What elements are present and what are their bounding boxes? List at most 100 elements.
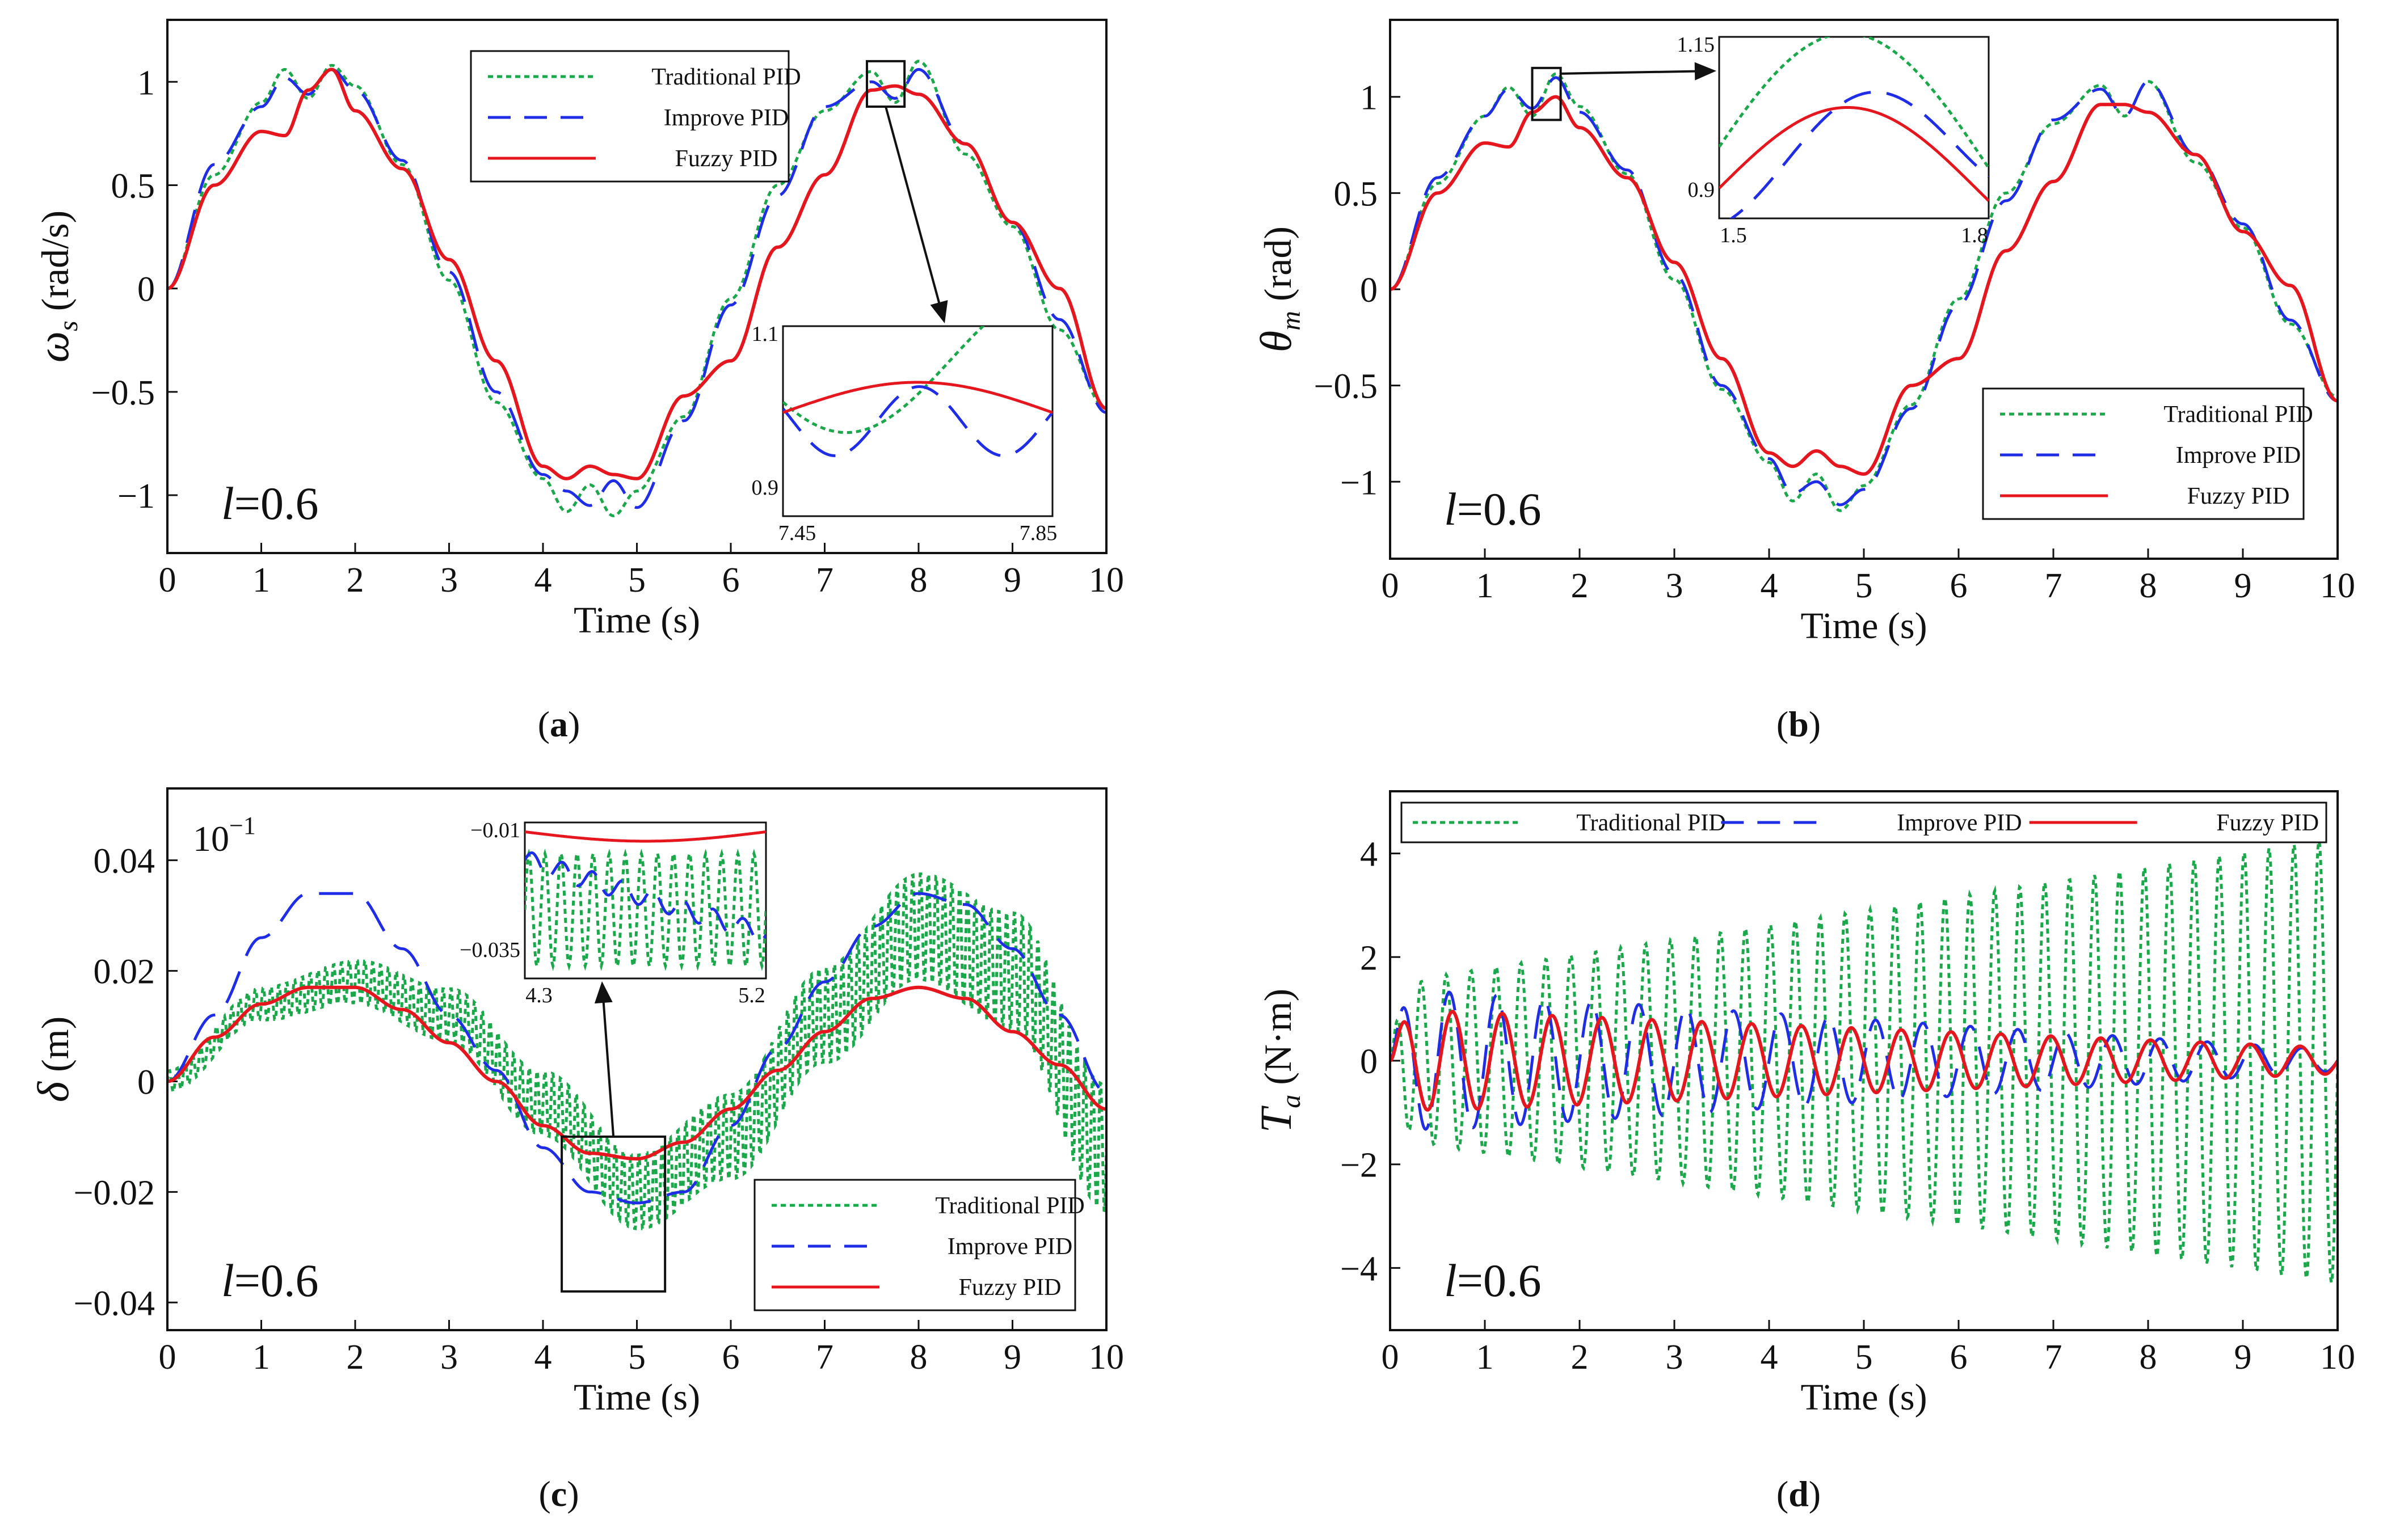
y-tick-label: 0.02 <box>94 953 155 991</box>
x-tick-label: 10 <box>2320 567 2355 605</box>
caption: (d) <box>1776 1474 1821 1514</box>
series-fuzzy-pid <box>1390 95 2338 476</box>
series-improve-pid <box>167 892 1106 1205</box>
x-axis-label: Time (s) <box>1800 605 1927 647</box>
legend-box <box>470 50 790 183</box>
x-axis-label: Time (s) <box>1800 1377 1927 1418</box>
x-tick-label: 2 <box>1571 1338 1589 1377</box>
caption: (c) <box>538 1474 579 1514</box>
y-tick-label: −2 <box>1340 1146 1378 1185</box>
x-tick-label: 9 <box>1004 1338 1021 1377</box>
zoom-arrowhead <box>1694 62 1716 81</box>
x-tick-label: 10 <box>1089 561 1124 600</box>
legend-label: Traditional PID <box>935 1193 1084 1219</box>
x-tick-label: 5 <box>628 561 646 600</box>
series-traditional-pid <box>1390 72 2338 512</box>
legend-label: Fuzzy PID <box>675 146 778 172</box>
y-tick-label: 0 <box>1360 1043 1378 1081</box>
inset-series-fuzzy-pid <box>1719 106 1989 202</box>
x-tick-label: 3 <box>440 1338 458 1377</box>
legend-label: Improve PID <box>2176 442 2301 469</box>
zoom-box <box>561 1135 667 1293</box>
x-tick-label: 2 <box>347 1338 364 1377</box>
legend-label: Improve PID <box>664 105 789 131</box>
x-tick-label: 9 <box>2234 567 2252 605</box>
annotation: l=0.6 <box>1444 1255 1542 1306</box>
inset: 4.3 5.2 −0.01 −0.035 <box>460 818 767 1293</box>
inset-y-tick-label: 1.1 <box>752 322 779 346</box>
y-exponent: 10−1 <box>193 812 256 859</box>
x-tick-label: 3 <box>440 561 458 600</box>
inset-series-traditional-pid <box>525 849 766 971</box>
x-tick-label: 0 <box>159 561 176 600</box>
x-tick-label: 4 <box>534 1338 552 1377</box>
x-tick-label: 10 <box>2320 1338 2355 1377</box>
inset-series-traditional-pid <box>1719 37 1989 169</box>
panel-b: 0 1 2 3 4 5 6 7 8 9 10 1 0.5 0 −0.5 −1 Time (s) θm (rad) l… <box>1251 19 2355 744</box>
y-axis-label: Ta (N·m) <box>1251 989 1306 1133</box>
series-improve-pid <box>1390 76 2338 507</box>
x-tick-label: 0 <box>1382 1338 1399 1377</box>
x-tick-label: 0 <box>159 1338 176 1377</box>
legend: Traditional PID Improve PID Fuzzy PID <box>470 50 801 183</box>
x-tick-label: 2 <box>1571 567 1589 605</box>
x-tick-label: 8 <box>910 1338 928 1377</box>
inset-series-fuzzy-pid <box>783 381 1052 414</box>
zoom-arrow <box>602 998 615 1137</box>
y-tick-label: 1 <box>137 64 155 102</box>
annotation: l=0.6 <box>221 1255 319 1306</box>
legend-label: Improve PID <box>1897 810 2022 836</box>
y-tick-label: 0 <box>137 271 155 309</box>
caption: (b) <box>1776 704 1821 744</box>
inset-series-improve-pid <box>525 851 766 943</box>
x-tick-label: 1 <box>1476 1338 1494 1377</box>
legend: Traditional PID Improve PID Fuzzy PID <box>753 1179 1085 1311</box>
x-axis-label: Time (s) <box>574 1377 700 1418</box>
legend-label: Improve PID <box>948 1234 1072 1260</box>
y-tick-label: 1 <box>1360 79 1378 117</box>
x-tick-label: 4 <box>1761 1338 1778 1377</box>
series-fuzzy-pid <box>167 985 1106 1161</box>
plot-area <box>1390 836 2338 1283</box>
inset: 7.45 7.85 1.1 0.9 <box>752 60 1058 545</box>
inset-series-improve-pid <box>1729 90 1989 218</box>
series-fuzzy-pid <box>167 67 1106 480</box>
inset-x-tick-label: 1.8 <box>1961 223 1988 247</box>
axes-frame <box>166 787 1108 1331</box>
x-tick-label: 7 <box>816 1338 833 1377</box>
y-tick-label: −4 <box>1340 1250 1378 1288</box>
axes-frame <box>1389 19 2339 560</box>
y-tick-label: −0.5 <box>91 374 155 412</box>
x-tick-label: 1 <box>252 1338 270 1377</box>
inset-series-traditional-pid <box>783 326 986 434</box>
zoom-arrow <box>885 106 942 307</box>
legend-label: Traditional PID <box>1576 810 1725 836</box>
plot-area <box>167 872 1106 1230</box>
y-tick-label: 0 <box>1360 271 1378 310</box>
y-axis-label: ωs (rad/s) <box>28 210 83 362</box>
inset-x-tick-label: 7.85 <box>1020 521 1058 545</box>
plot-area <box>167 60 1106 517</box>
x-tick-label: 8 <box>910 561 928 600</box>
x-tick-label: 10 <box>1089 1338 1124 1377</box>
y-tick-label: 4 <box>1360 836 1378 874</box>
x-tick-label: 6 <box>1950 1338 1968 1377</box>
legend-label: Traditional PID <box>651 64 801 90</box>
x-tick-label: 5 <box>1855 1338 1873 1377</box>
inset-series-improve-pid <box>783 385 1052 457</box>
inset-plot <box>1719 37 1989 218</box>
y-axis-label: δ (m) <box>28 1016 78 1102</box>
x-tick-label: 9 <box>1004 561 1021 600</box>
panel-a: 0 1 2 3 4 5 6 7 8 9 10 1 0.5 0 −0.5 −1 Time (s) ωs (rad/s… <box>28 19 1124 744</box>
zoom-box <box>1531 66 1562 121</box>
inset-x-tick-label: 5.2 <box>738 984 765 1007</box>
inset: 1.5 1.8 1.15 0.9 <box>1531 33 1990 247</box>
x-axis-label: Time (s) <box>574 600 700 641</box>
zoom-arrowhead <box>594 981 613 1004</box>
zoom-arrow <box>1560 70 1700 75</box>
zoom-box <box>865 60 906 108</box>
y-tick-label: −0.02 <box>74 1174 155 1212</box>
annotation: l=0.6 <box>1444 483 1542 535</box>
x-tick-label: 4 <box>1761 567 1778 605</box>
